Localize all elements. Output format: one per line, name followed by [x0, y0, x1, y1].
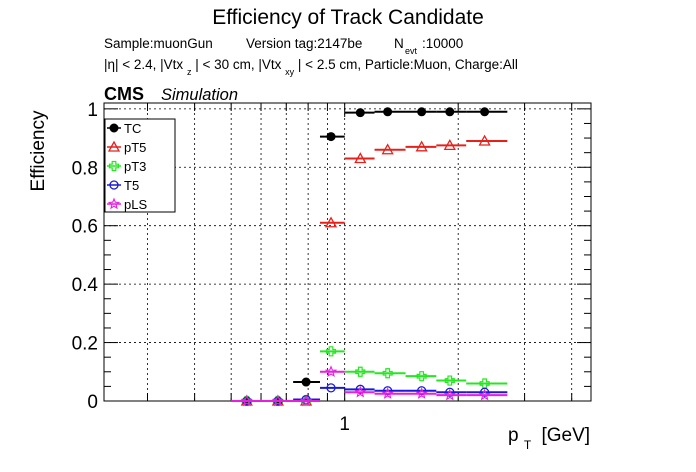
x-tick-labels: 1	[339, 414, 350, 435]
info-nevt-val: :10000	[422, 36, 463, 51]
x-axis-label: p T [GeV]	[508, 425, 590, 454]
info-nevt-n: N	[394, 36, 404, 51]
data-point	[382, 368, 393, 379]
data-series	[231, 107, 508, 407]
info-line-2: |η| < 2.4, |Vtx z | < 30 cm, |Vtx xy | <…	[104, 57, 518, 78]
data-point	[382, 386, 393, 396]
data-point	[416, 371, 427, 382]
legend-marker	[109, 123, 119, 133]
legend-label: T5	[124, 178, 139, 193]
simulation-label: Simulation	[161, 86, 238, 104]
data-point	[355, 384, 365, 394]
data-point	[324, 365, 338, 378]
legend: TC pT5 pT3 T5 pLS	[104, 118, 176, 213]
data-point	[417, 386, 427, 396]
info-nevt-sub: evt	[405, 46, 418, 56]
data-point	[381, 143, 394, 155]
info-version: Version tag:2147be	[246, 36, 362, 51]
data-point	[480, 107, 490, 117]
x-axis-label-p: p	[508, 425, 519, 446]
data-point	[443, 388, 456, 401]
legend-marker	[107, 197, 121, 210]
legend-label: pLS	[124, 197, 147, 212]
info-vtx-cut: | < 30 cm, |Vtx	[195, 57, 281, 72]
y-tick-label: 0.4	[72, 275, 99, 296]
data-point	[354, 385, 367, 398]
legend-label: pT3	[124, 159, 146, 174]
data-point	[326, 383, 336, 393]
data-point	[240, 394, 253, 407]
legend-entry-pt3: pT3	[107, 159, 146, 174]
y-axis-label: Efficiency	[28, 110, 49, 191]
series-pt3	[231, 346, 508, 407]
series-pt5	[231, 134, 508, 406]
info-particle-charge: | < 2.5 cm, Particle:Muon, Charge:All	[298, 57, 518, 72]
y-tick-label: 0	[87, 392, 98, 413]
legend-entry-pls: pLS	[107, 197, 147, 212]
data-point	[299, 394, 313, 407]
info-eta-vtx: |η| < 2.4, |Vtx	[104, 57, 183, 72]
axis-ticks	[104, 103, 591, 402]
grid-lines	[104, 103, 591, 402]
info-vtx-z-sub: z	[187, 67, 192, 77]
data-point	[444, 375, 455, 386]
x-axis-label-unit: [GeV]	[541, 425, 590, 446]
x-tick-label: 1	[339, 414, 350, 435]
data-point	[381, 387, 394, 399]
data-point	[478, 388, 491, 401]
x-axis-label-sub: T	[524, 438, 532, 452]
y-tick-label: 1	[87, 100, 98, 121]
legend-marker	[108, 160, 120, 172]
cms-label: CMS	[104, 84, 144, 104]
data-point	[325, 346, 337, 357]
data-point	[479, 387, 490, 397]
data-point	[271, 394, 285, 407]
y-tick-label: 0.8	[72, 158, 98, 179]
data-point	[415, 140, 428, 152]
data-point	[324, 216, 338, 228]
data-point	[355, 366, 366, 377]
data-point	[355, 108, 365, 118]
series-pls	[231, 365, 508, 407]
info-line-1: Sample:muonGun Version tag:2147be N evt …	[104, 36, 463, 57]
y-tick-labels: 0 0.2 0.4 0.6 0.8 1	[72, 100, 99, 413]
legend-entry-t5: T5	[107, 178, 139, 193]
y-tick-label: 0.6	[72, 217, 98, 238]
data-point	[478, 134, 491, 146]
legend-label: pT5	[124, 140, 146, 155]
data-point	[443, 139, 456, 151]
plot-frame	[103, 102, 592, 402]
data-point	[383, 107, 393, 117]
info-vtx-xy-sub: xy	[285, 67, 295, 77]
data-point	[445, 107, 455, 117]
data-point	[301, 377, 311, 387]
legend-entry-pt5: pT5	[107, 140, 146, 155]
y-tick-label: 0.2	[72, 334, 98, 355]
data-point	[417, 107, 427, 117]
data-point	[326, 132, 336, 142]
legend-label: TC	[124, 121, 141, 136]
legend-entry-tc: TC	[107, 121, 141, 136]
data-point	[354, 152, 367, 164]
data-point	[415, 387, 428, 399]
series-tc	[231, 107, 508, 406]
data-point	[445, 387, 455, 397]
legend-marker	[107, 140, 121, 152]
chart-title: Efficiency of Track Candidate	[212, 6, 484, 29]
legend-marker	[109, 180, 119, 190]
info-sample: Sample:muonGun	[104, 36, 213, 51]
